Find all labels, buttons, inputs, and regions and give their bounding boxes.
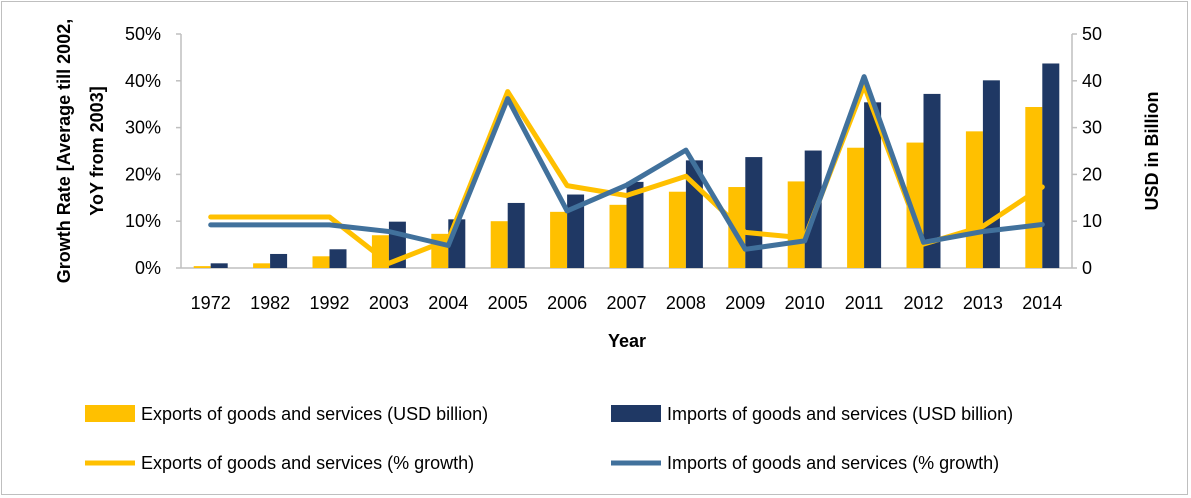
legend-label-imports-line: Imports of goods and services (% growth): [667, 453, 999, 473]
x-tick-label: 2007: [606, 293, 646, 313]
y-axis-title-line-2: YoY from 2003]: [87, 86, 107, 215]
legend-swatch-imports-bar: [611, 405, 661, 422]
lines: [208, 74, 1045, 266]
y-tick-label: 20%: [125, 164, 161, 184]
exports-bar: [193, 266, 211, 268]
x-tick-label: 2004: [428, 293, 468, 313]
imports-bar: [804, 150, 822, 268]
imports-bar: [923, 93, 941, 269]
x-tick-label: 2005: [488, 293, 528, 313]
x-tick-label: 1992: [309, 293, 349, 313]
y-tick-label: 50%: [125, 24, 161, 44]
x-tick-label: 2009: [725, 293, 765, 313]
exports-bar: [668, 191, 686, 268]
y2-axis-title: USD in Billion: [1142, 92, 1162, 211]
x-tick-label: 2014: [1022, 293, 1062, 313]
exports-bar: [312, 256, 330, 268]
imports-bar: [567, 194, 585, 268]
exports-bar: [253, 263, 271, 268]
x-tick-label: 2013: [963, 293, 1003, 313]
x-tick-label: 2011: [845, 293, 884, 313]
y2-tick-label: 10: [1082, 211, 1102, 231]
legend-label-exports-bar: Exports of goods and services (USD billi…: [141, 404, 488, 424]
imports-bar: [982, 80, 1000, 268]
y2-tick-label: 20: [1082, 164, 1102, 184]
exports-bar: [490, 221, 508, 268]
imports-bar: [329, 249, 347, 268]
x-tick-label: 1982: [250, 293, 290, 313]
legend-label-imports-bar: Imports of goods and services (USD billi…: [667, 404, 1013, 424]
y2-tick-label: 0: [1082, 258, 1092, 278]
exports-bar: [787, 181, 805, 268]
legend-swatch-exports-bar: [85, 405, 135, 422]
y-tick-label: 10%: [125, 211, 161, 231]
x-tick-label: 2008: [666, 293, 706, 313]
y2-tick-label: 30: [1082, 118, 1102, 138]
y2-tick-label: 40: [1082, 71, 1102, 91]
bars: [193, 63, 1060, 269]
exports-bar: [609, 204, 627, 268]
y-axis-title-line-1: Growth Rate [Average till 2002,: [54, 19, 74, 283]
exports-bar: [965, 131, 983, 268]
imports-bar: [864, 102, 882, 268]
exports-bar: [847, 147, 865, 268]
imports-bar: [210, 263, 228, 268]
y-tick-label: 30%: [125, 118, 161, 138]
legend: Exports of goods and services (USD billi…: [85, 404, 1013, 473]
legend-label-exports-line: Exports of goods and services (% growth): [141, 453, 474, 473]
imports-growth-line: [208, 74, 1045, 252]
x-tick-label: 2003: [369, 293, 409, 313]
imports-bar: [626, 181, 644, 268]
y2-tick-label: 50: [1082, 24, 1102, 44]
imports-bar: [270, 253, 288, 268]
y-tick-label: 0%: [135, 258, 161, 278]
exports-bar: [550, 211, 568, 268]
x-tick-label: 2010: [785, 293, 825, 313]
x-axis-title: Year: [608, 331, 646, 351]
imports-bar: [745, 157, 763, 268]
x-tick-label: 1972: [191, 293, 231, 313]
imports-bar: [1042, 63, 1060, 268]
x-tick-label: 2006: [547, 293, 587, 313]
y-tick-label: 40%: [125, 71, 161, 91]
tick-labels: 0% 10% 20% 30% 40% 50% 0 10 20 30 40 50 1972 1982 1992…: [125, 24, 1102, 313]
imports-bar: [507, 202, 525, 268]
x-tick-label: 2012: [903, 293, 943, 313]
